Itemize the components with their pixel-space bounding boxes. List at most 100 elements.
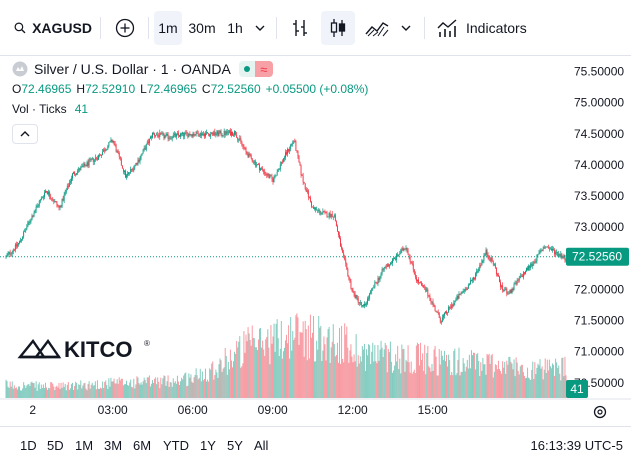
volume-bar <box>68 389 70 398</box>
volume-bar <box>535 374 537 398</box>
indicators-button[interactable]: Indicators <box>432 11 532 45</box>
volume-bar <box>479 375 481 398</box>
volume-bar <box>542 379 544 398</box>
volume-bar <box>384 342 386 398</box>
volume-bar <box>389 341 391 398</box>
interval-dropdown[interactable] <box>250 11 270 45</box>
range-5y[interactable]: 5Y <box>227 438 243 453</box>
volume-bar <box>452 375 454 398</box>
volume-bar <box>339 327 341 398</box>
volume-bar <box>455 375 457 398</box>
candle <box>243 144 245 151</box>
candle <box>411 260 413 266</box>
candle <box>50 193 52 200</box>
volume-bar <box>257 339 259 398</box>
candle <box>305 187 307 192</box>
volume-bar <box>107 388 109 398</box>
candle <box>407 247 409 255</box>
candle <box>339 231 340 240</box>
volume-bar <box>242 363 244 398</box>
volume-bar <box>156 384 158 398</box>
volume-bar <box>124 384 126 398</box>
clock-timezone[interactable]: 16:13:39 UTC-5 <box>530 438 624 453</box>
range-all[interactable]: All <box>254 438 269 453</box>
candle <box>505 286 507 291</box>
candle <box>186 130 188 137</box>
volume-bar <box>233 361 235 398</box>
volume-bar <box>12 388 14 398</box>
candle <box>485 247 487 256</box>
price-axis[interactable]: 75.50000 75.00000 74.50000 74.00000 73.50000… <box>574 64 624 389</box>
candle <box>452 303 454 309</box>
volume-bar <box>437 375 439 398</box>
range-1d[interactable]: 1D <box>20 438 37 453</box>
volume-bar <box>74 385 76 398</box>
candle <box>288 148 290 153</box>
candle <box>344 254 346 261</box>
volume-bar <box>350 344 352 398</box>
range-1y[interactable]: 1Y <box>200 438 216 453</box>
volume-bar <box>513 359 515 398</box>
volume-bar <box>366 349 368 398</box>
candles-chart-type-button[interactable] <box>321 11 355 45</box>
volume-bar <box>480 362 482 398</box>
volume-bar <box>373 361 375 398</box>
volume-legend-row: Vol · Ticks 41 <box>12 98 368 120</box>
candle <box>319 208 321 216</box>
candle <box>182 131 184 137</box>
candle <box>432 298 434 308</box>
volume-bar <box>122 385 124 398</box>
high-value: 72.52910 <box>85 82 136 96</box>
candle <box>280 161 282 167</box>
collapse-legend-button[interactable] <box>12 124 38 144</box>
volume-bar <box>43 388 45 398</box>
change-value: +0.05500 (+0.08%) <box>265 82 369 96</box>
candle <box>189 131 191 136</box>
candle <box>175 133 177 140</box>
candle <box>156 132 158 136</box>
range-5d[interactable]: 5D <box>47 438 64 453</box>
volume-bar <box>512 369 514 398</box>
volume-bar <box>235 353 237 398</box>
interval-1h[interactable]: 1h <box>227 20 243 36</box>
volume-bar <box>277 338 279 398</box>
market-open-indicator[interactable]: ≈ <box>238 61 273 77</box>
axis-settings-button[interactable] <box>593 405 607 419</box>
volume-bar <box>540 368 542 398</box>
range-ytd[interactable]: YTD <box>163 438 189 453</box>
candle <box>111 139 113 144</box>
volume-bar <box>252 337 254 398</box>
candle <box>377 275 379 287</box>
volume-bar <box>294 337 296 398</box>
interval-1m[interactable]: 1m <box>154 11 182 45</box>
chart-type-dropdown[interactable] <box>396 11 416 45</box>
candle <box>281 159 283 164</box>
volume-bar <box>25 387 27 398</box>
candle <box>164 134 166 140</box>
range-6m[interactable]: 6M <box>133 438 152 453</box>
volume-bar <box>168 386 170 398</box>
candle <box>55 200 57 203</box>
range-1m[interactable]: 1M <box>75 438 94 453</box>
volume-bar <box>331 341 333 398</box>
candle <box>533 260 535 266</box>
range-3m[interactable]: 3M <box>104 438 123 453</box>
volume-bar <box>254 347 256 398</box>
compare-symbol-button[interactable] <box>108 11 142 45</box>
candle <box>277 168 279 172</box>
area-chart-type-button[interactable] <box>360 11 394 45</box>
candle <box>439 316 441 324</box>
candle <box>191 133 193 138</box>
candle <box>466 287 468 290</box>
chevron-down-icon <box>401 25 411 31</box>
symbol-search[interactable]: XAGUSD <box>8 11 92 45</box>
price-chart[interactable]: KITCO ® 75.50000 75.00000 74.50000 74.00000… <box>0 56 631 426</box>
interval-30m[interactable]: 30m <box>188 20 216 36</box>
candle <box>487 252 489 260</box>
candle <box>414 271 416 280</box>
volume-bar <box>177 381 179 398</box>
volume-bar <box>515 357 517 398</box>
candle <box>512 287 514 293</box>
time-axis[interactable]: 2 03:00 06:00 09:00 12:00 15:00 <box>29 403 448 417</box>
bar-chart-type-button[interactable] <box>284 11 316 45</box>
